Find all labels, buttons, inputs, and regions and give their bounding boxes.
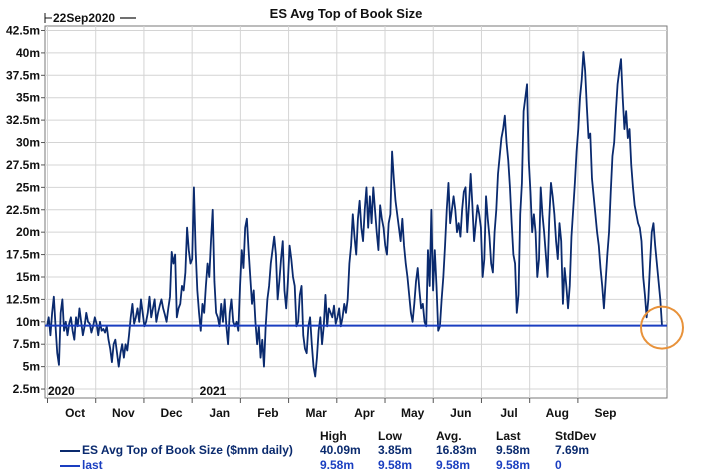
y-tick-label: 32.5m xyxy=(6,113,40,127)
x-axis: Oct Nov Dec Jan Feb Mar Apr May Jun Jul Aug Sep xyxy=(47,398,617,420)
plot-area xyxy=(44,25,668,399)
y-tick-label: 10m xyxy=(16,315,40,329)
y-tick-label: 15m xyxy=(16,270,40,284)
x-tick-label: Jun xyxy=(450,406,471,420)
x-tick-label: Dec xyxy=(161,406,183,420)
x-tick-label: Oct xyxy=(65,406,85,420)
y-tick-label: 17.5m xyxy=(6,248,40,262)
cursor-label: 22Sep2020 xyxy=(44,11,136,25)
year-label-2021: 2021 xyxy=(200,384,227,398)
x-tick-label: Nov xyxy=(112,406,135,420)
y-tick-label: 37.5m xyxy=(6,68,40,82)
last-value-highlight xyxy=(640,305,684,350)
y-tick-label: 40m xyxy=(16,46,40,60)
x-tick-label: Feb xyxy=(257,406,278,420)
x-tick-label: Sep xyxy=(594,406,616,420)
chart-title: ES Avg Top of Book Size xyxy=(270,6,423,21)
year-labels: 2020 2021 xyxy=(48,384,227,398)
series-line-top-of-book xyxy=(46,51,663,378)
y-tick-label: 30m xyxy=(16,136,40,150)
x-tick-label: May xyxy=(401,406,425,420)
x-tick-label: Apr xyxy=(354,406,375,420)
y-tick-label: 35m xyxy=(16,91,40,105)
y-axis: 2.5m 5m 7.5m 10m 12.5m 15m 17.5m 20m 22.5m 25m 27.… xyxy=(6,23,45,396)
year-label-2020: 2020 xyxy=(48,384,75,398)
y-tick-label: 5m xyxy=(23,360,40,374)
x-tick-label: Jul xyxy=(500,406,517,420)
y-tick-label: 25m xyxy=(16,180,40,194)
y-tick-label: 22.5m xyxy=(6,203,40,217)
y-tick-label: 20m xyxy=(16,225,40,239)
series-layer xyxy=(45,51,667,378)
y-tick-label: 2.5m xyxy=(13,382,40,396)
x-tick-label: Jan xyxy=(209,406,230,420)
y-tick-label: 42.5m xyxy=(6,23,40,37)
y-tick-label: 12.5m xyxy=(6,292,40,306)
y-tick-label: 27.5m xyxy=(6,158,40,172)
x-tick-label: Mar xyxy=(306,406,328,420)
cursor-date: 22Sep2020 xyxy=(53,11,115,25)
y-tick-label: 7.5m xyxy=(13,337,40,351)
highlight-circle xyxy=(640,305,684,350)
x-tick-label: Aug xyxy=(546,406,569,420)
